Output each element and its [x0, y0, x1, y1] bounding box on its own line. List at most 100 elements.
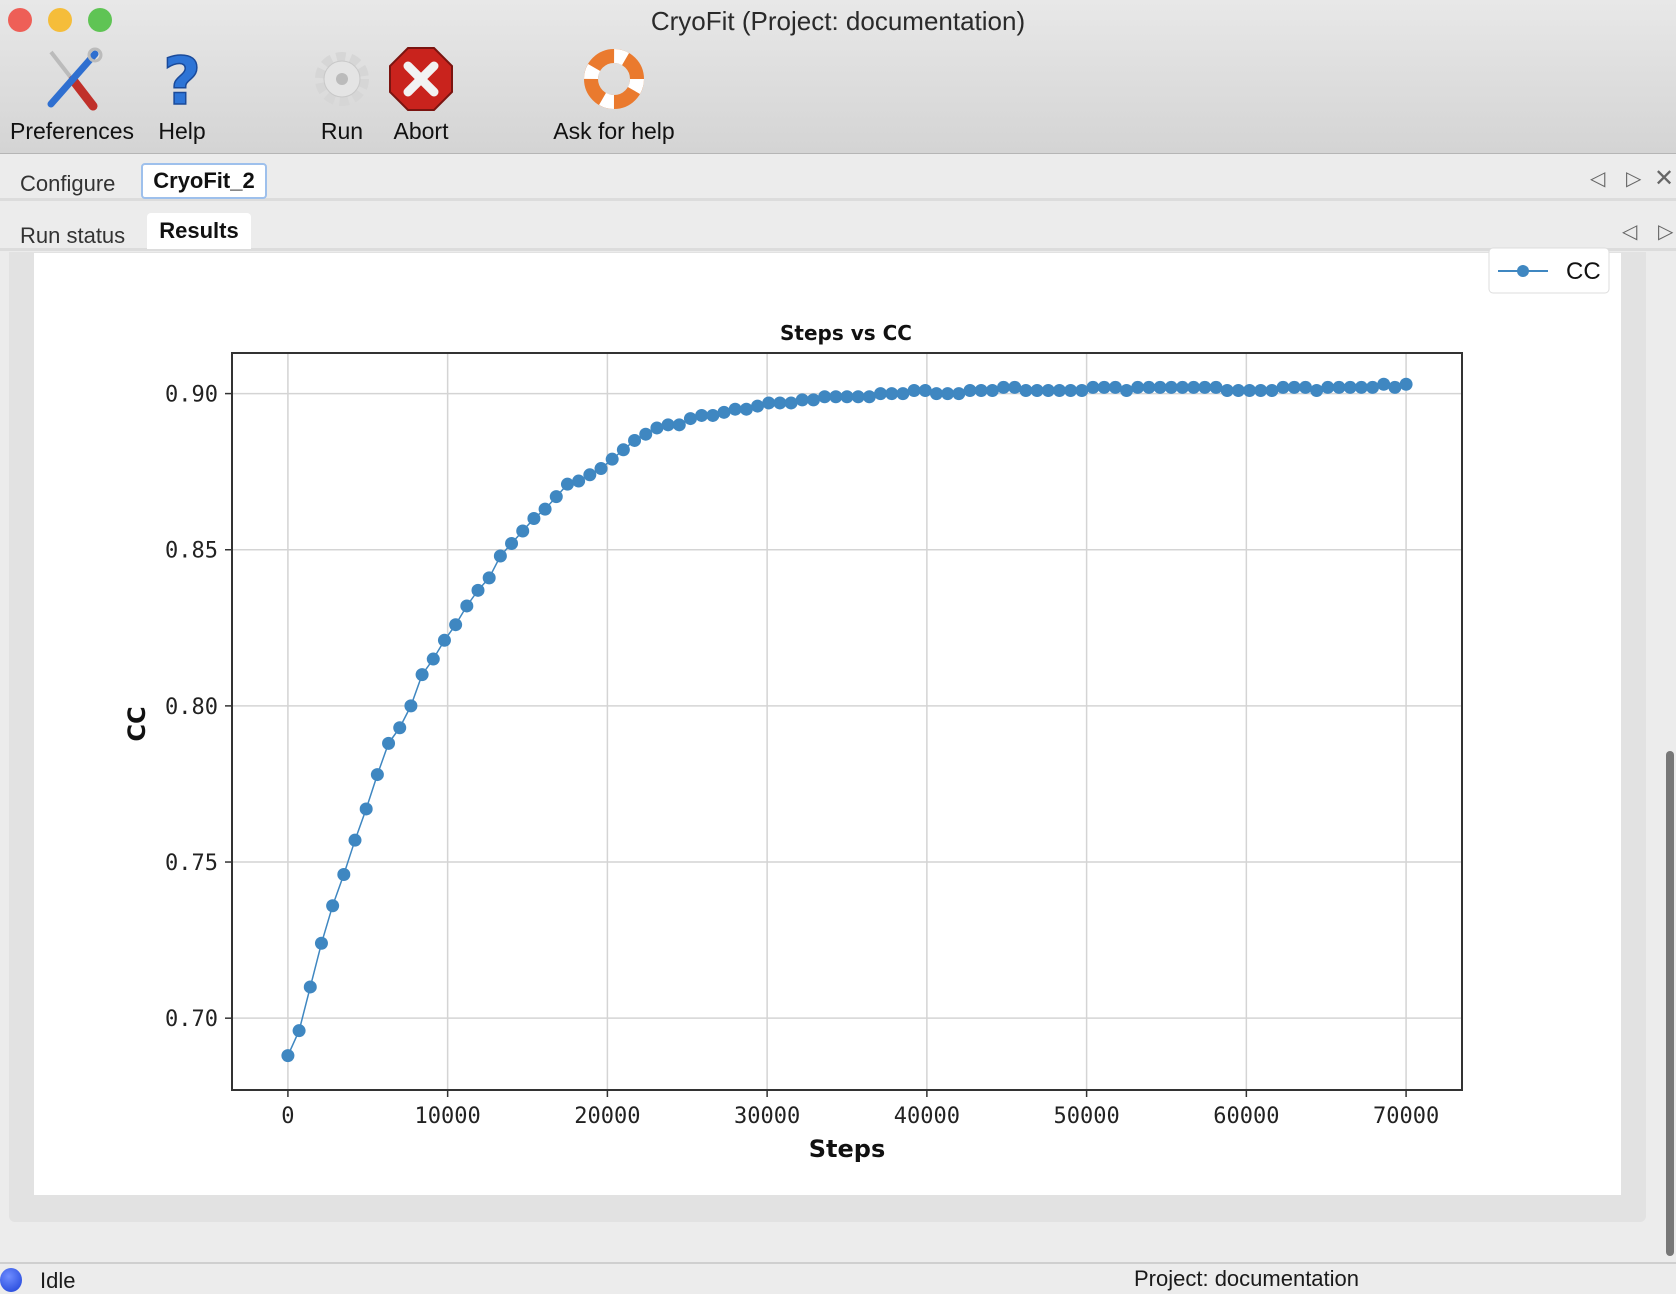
- tab-results[interactable]: Results: [147, 213, 251, 249]
- data-point: [874, 387, 888, 401]
- data-point: [1075, 383, 1089, 397]
- project-tab-bar: Configure CryoFit_2 ◁ ▷ ✕: [0, 154, 1676, 201]
- data-point: [1041, 383, 1055, 397]
- zoom-window-button[interactable]: [88, 8, 112, 32]
- data-point: [471, 583, 485, 597]
- data-point: [751, 399, 765, 413]
- vertical-scrollbar[interactable]: [1666, 751, 1674, 1256]
- data-point: [326, 899, 340, 913]
- abort-button[interactable]: Abort: [351, 46, 491, 145]
- data-point: [1276, 380, 1290, 394]
- data-point: [650, 421, 664, 435]
- y-tick-label: 0.75: [165, 851, 218, 876]
- data-point: [695, 408, 709, 422]
- abort-label: Abort: [393, 118, 449, 144]
- tab-configure[interactable]: Configure: [20, 171, 116, 196]
- data-point: [952, 387, 966, 401]
- data-point: [426, 652, 440, 666]
- legend-box: [1488, 247, 1610, 294]
- data-point: [1142, 380, 1156, 394]
- data-point: [1366, 380, 1380, 394]
- data-point: [728, 402, 742, 416]
- y-tick-label: 0.85: [165, 539, 218, 564]
- data-point: [896, 387, 910, 401]
- data-point: [281, 1049, 295, 1063]
- data-point: [1108, 380, 1122, 394]
- data-point: [1388, 380, 1402, 394]
- data-point: [1097, 380, 1111, 394]
- data-point: [594, 462, 608, 476]
- chart-title: Steps vs CC: [780, 321, 912, 345]
- legend-marker: [1517, 265, 1529, 277]
- plot-canvas: [34, 253, 1621, 1195]
- data-point: [784, 396, 798, 410]
- data-point: [739, 402, 753, 416]
- data-point: [583, 468, 597, 482]
- data-point: [795, 393, 809, 407]
- data-point: [616, 443, 630, 457]
- data-point: [762, 396, 776, 410]
- data-point: [639, 427, 653, 441]
- data-point: [997, 380, 1011, 394]
- run-button[interactable]: Run: [272, 46, 412, 145]
- data-point: [985, 383, 999, 397]
- data-point: [929, 387, 943, 401]
- minimize-window-button[interactable]: [48, 8, 72, 32]
- data-point: [1254, 383, 1268, 397]
- question-icon: ?: [162, 46, 202, 112]
- close-tab-icon[interactable]: ✕: [1654, 165, 1675, 192]
- data-point: [1265, 383, 1279, 397]
- data-point: [829, 390, 843, 404]
- legend: CC: [1488, 247, 1610, 294]
- status-project: Project: documentation: [1134, 1266, 1360, 1291]
- data-point: [1298, 380, 1312, 394]
- data-point: [292, 1024, 306, 1038]
- data-point: [314, 936, 328, 950]
- data-point: [572, 474, 586, 488]
- gear-icon: [315, 52, 369, 106]
- data-point: [818, 390, 832, 404]
- x-tick-label: 10000: [415, 1104, 481, 1129]
- help-button[interactable]: ? Help: [112, 46, 252, 145]
- data-point: [840, 390, 854, 404]
- data-point: [683, 412, 697, 426]
- preferences-button[interactable]: Preferences: [2, 46, 142, 145]
- data-point: [337, 868, 351, 882]
- y-tick-label: 0.70: [165, 1007, 218, 1032]
- data-point: [1354, 380, 1368, 394]
- tab-cryofit-2[interactable]: CryoFit_2: [141, 163, 267, 199]
- data-point: [1332, 380, 1346, 394]
- status-text: Idle: [40, 1268, 76, 1293]
- run-label: Run: [320, 118, 364, 144]
- y-tick-label: 0.80: [165, 695, 218, 720]
- window-title: CryoFit (Project: documentation): [650, 6, 1026, 36]
- x-axis-label: Steps: [809, 1135, 886, 1163]
- tools-icon: [47, 47, 103, 111]
- data-point: [460, 599, 474, 613]
- scroll-subtabs-right-icon[interactable]: ▷: [1658, 221, 1674, 243]
- x-tick-label: 20000: [574, 1104, 640, 1129]
- x-tick-label: 0: [281, 1104, 294, 1129]
- series-markers-cc: [281, 377, 1413, 1063]
- data-point: [1131, 380, 1145, 394]
- status-bar: Idle Project: documentation: [0, 1262, 1676, 1294]
- data-point: [918, 383, 932, 397]
- data-point: [605, 452, 619, 466]
- data-point: [907, 383, 921, 397]
- scroll-subtabs-left-icon[interactable]: ◁: [1622, 221, 1638, 243]
- data-point: [717, 405, 731, 419]
- x-tick-label: 30000: [734, 1104, 800, 1129]
- data-point: [885, 387, 899, 401]
- data-point: [1287, 380, 1301, 394]
- results-tab-bar: Run status Results ◁ ▷: [0, 201, 1676, 251]
- ask-for-help-button[interactable]: Ask for help: [534, 46, 694, 145]
- tab-run-status[interactable]: Run status: [20, 223, 126, 248]
- data-point: [1052, 383, 1066, 397]
- scroll-tabs-right-icon[interactable]: ▷: [1626, 168, 1642, 190]
- data-point: [359, 802, 373, 816]
- data-point: [493, 549, 507, 563]
- close-window-button[interactable]: [8, 8, 32, 32]
- abort-icon: [389, 47, 453, 111]
- scroll-tabs-left-icon[interactable]: ◁: [1590, 168, 1606, 190]
